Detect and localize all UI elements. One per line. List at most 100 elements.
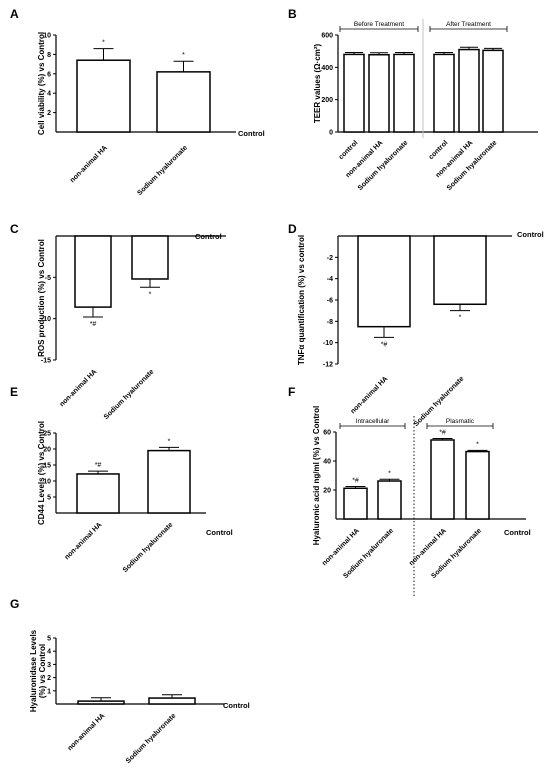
bar (482, 49, 504, 133)
bar (148, 697, 196, 705)
category-label: non-animal HA (67, 712, 107, 752)
category-label: non-animal HA (350, 375, 390, 415)
bar (465, 450, 490, 520)
y-tick-label: -5 (45, 275, 51, 282)
y-tick-label: -10 (41, 316, 51, 323)
y-axis-label: Hyaluronidase Levels (29, 629, 38, 712)
category-label: Sodium hyaluronate (125, 712, 178, 765)
y-axis-label: CD44 Levels (%) vs Control (37, 421, 46, 525)
y-tick-label: 0 (329, 130, 333, 137)
bar (76, 59, 131, 133)
bar (357, 235, 411, 328)
group-label: After Treatment (446, 21, 491, 28)
y-axis-label: TNFα quantification (%) vs control (297, 235, 306, 365)
control-label: Control (504, 528, 531, 537)
significance-marker: *# (352, 478, 359, 485)
y-tick-label: -2 (327, 255, 333, 262)
y-tick-label: 60 (323, 430, 331, 437)
category-label: Sodium hyaluronate (136, 144, 189, 197)
control-label: Control (517, 230, 544, 239)
panel-letter: F (288, 385, 295, 399)
y-tick-label: 2 (47, 675, 51, 682)
y-axis-label: TEER values (Ω·cm²) (313, 44, 322, 124)
category-label: Sodium hyaluronate (122, 521, 175, 574)
category-label: non-animal HA (69, 144, 109, 184)
y-axis-label: ROS production (%) vs Control (37, 239, 46, 357)
significance-marker: *# (90, 321, 97, 328)
y-tick-label: -12 (323, 362, 333, 369)
y-tick-label: -4 (327, 276, 333, 283)
panel-letter: C (10, 222, 19, 236)
significance-marker: *# (439, 430, 446, 437)
significance-marker: * (149, 291, 152, 298)
control-label: Control (206, 528, 233, 537)
category-label: control (338, 139, 360, 161)
bar (368, 53, 390, 133)
y-tick-label: 40 (323, 459, 331, 466)
y-tick-label: 1 (47, 688, 51, 695)
significance-marker: * (459, 315, 462, 322)
bar (74, 235, 112, 308)
y-tick-label: -10 (323, 340, 333, 347)
y-tick-label: -6 (327, 298, 333, 305)
panel-letter: B (288, 7, 297, 21)
y-tick-label: 4 (47, 649, 51, 656)
panel-letter: E (10, 385, 18, 399)
panel-g: G 1 2 3 4 5 Hyaluronidase Levels (%) vs Control… (10, 597, 250, 765)
y-tick-label: 5 (47, 636, 51, 643)
y-tick-label: 400 (321, 65, 333, 72)
bar (433, 235, 487, 306)
y-tick-label: 200 (321, 97, 333, 104)
control-label: Control (223, 701, 250, 710)
category-label: Sodium hyaluronate (446, 139, 499, 192)
panel-letter: G (10, 597, 19, 611)
category-label: control (428, 139, 450, 161)
y-axis-label: Cell viability (%) vs Control (37, 32, 46, 135)
bar (76, 473, 120, 514)
panel-letter: A (10, 7, 19, 21)
bar (131, 235, 169, 280)
bar (393, 53, 415, 133)
y-tick-label: 10 (43, 33, 51, 40)
bar (156, 71, 211, 133)
y-tick-label: 5 (47, 495, 51, 502)
y-tick-label: 600 (321, 33, 333, 40)
y-tick-label: 10 (43, 479, 51, 486)
bar (377, 480, 402, 520)
significance-marker: * (388, 470, 391, 477)
category-label: Sodium hyaluronate (103, 368, 156, 421)
y-tick-label: 3 (47, 662, 51, 669)
group-label: Before Treatment (354, 21, 404, 28)
y-tick-label: 2 (47, 110, 51, 117)
significance-marker: *# (381, 341, 388, 348)
y-axis-label: Hyaluronic acid ng/ml (%) vs Control (312, 406, 321, 546)
y-tick-label: 15 (43, 463, 51, 470)
category-label: non-animal HA (59, 368, 99, 408)
y-axis-label: (%) vs Control (38, 644, 47, 698)
category-label: non-animal HA (64, 521, 104, 561)
bar (458, 48, 480, 133)
panel-d: D -2 -4 -6 -8 -10 -12 TNFα quantification (%) v… (288, 222, 544, 428)
group-label: Plasmatic (446, 418, 475, 425)
bar (433, 53, 455, 133)
category-label: Sodium hyaluronate (357, 139, 410, 192)
y-tick-label: 25 (43, 431, 51, 438)
panel-letter: D (288, 222, 297, 236)
y-tick-label: 20 (323, 488, 331, 495)
y-tick-label: -15 (41, 358, 51, 365)
bar (343, 53, 365, 133)
significance-marker: * (102, 40, 105, 47)
y-tick-label: 4 (47, 91, 51, 98)
bar (343, 487, 368, 520)
category-label: non-animal HA (408, 527, 448, 567)
y-tick-label: -8 (327, 319, 333, 326)
group-label: Intracellular (356, 418, 390, 425)
y-tick-label: 6 (47, 71, 51, 78)
control-label: Control (195, 232, 222, 241)
y-tick-label: 8 (47, 52, 51, 59)
